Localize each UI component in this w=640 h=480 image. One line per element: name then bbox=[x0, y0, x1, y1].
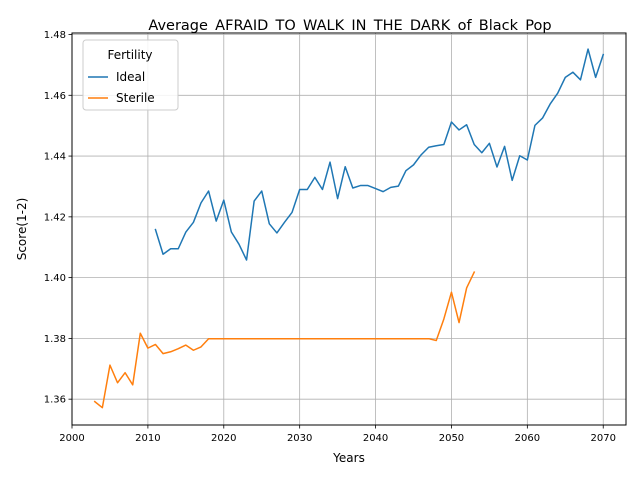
x-tick-label: 2020 bbox=[211, 433, 236, 444]
x-tick-label: 2060 bbox=[515, 433, 540, 444]
y-tick-label: 1.36 bbox=[44, 395, 66, 406]
y-axis-label: Score(1-2) bbox=[15, 198, 29, 261]
x-axis-label: Years bbox=[332, 451, 365, 465]
legend: Fertility Ideal Sterile bbox=[82, 39, 179, 111]
x-tick-label: 2070 bbox=[591, 433, 616, 444]
axis-ticks: 2000 2010 2020 2030 2040 2050 2060 2070 1.36 1.38… bbox=[44, 30, 616, 444]
legend-box bbox=[82, 39, 179, 111]
series-line-sterile bbox=[93, 271, 476, 409]
x-tick-label: 2000 bbox=[59, 433, 84, 444]
series-line-ideal bbox=[154, 48, 605, 261]
y-tick-label: 1.48 bbox=[44, 30, 66, 41]
y-tick-label: 1.46 bbox=[44, 91, 66, 102]
legend-title: Fertility bbox=[107, 48, 152, 62]
x-tick-label: 2050 bbox=[439, 433, 464, 444]
plot-area-frame bbox=[71, 32, 627, 426]
y-tick-label: 1.38 bbox=[44, 334, 66, 345]
series-lines bbox=[93, 48, 605, 409]
x-tick-label: 2030 bbox=[287, 433, 312, 444]
y-tick-label: 1.44 bbox=[44, 152, 66, 163]
x-tick-label: 2010 bbox=[135, 433, 160, 444]
chart-title: Average_AFRAID_TO_WALK_IN_THE_DARK_of_Bl… bbox=[148, 18, 551, 34]
legend-label-ideal: Ideal bbox=[116, 70, 145, 84]
y-tick-label: 1.42 bbox=[44, 212, 66, 223]
x-tick-label: 2040 bbox=[363, 433, 388, 444]
y-tick-label: 1.40 bbox=[44, 273, 66, 284]
legend-label-sterile: Sterile bbox=[116, 91, 155, 105]
